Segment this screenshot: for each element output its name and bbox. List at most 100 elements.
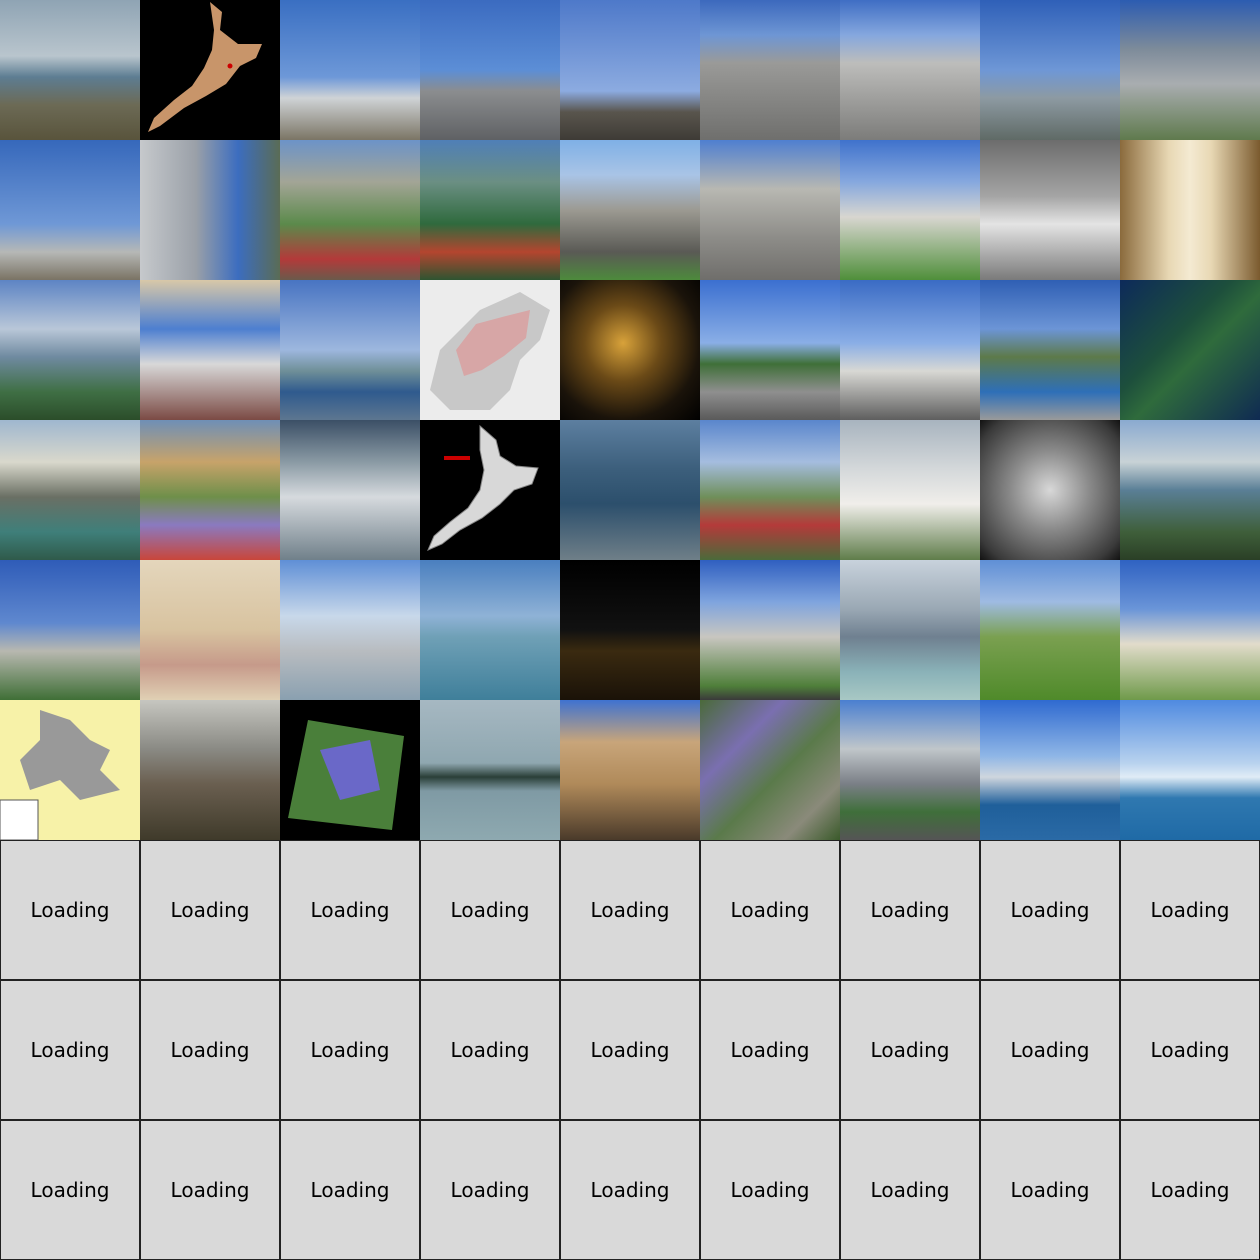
loading-placeholder: Loading [560,1120,700,1260]
photo-tile-parliament-library[interactable] [840,140,980,280]
loading-label: Loading [1010,1038,1090,1062]
photo-tile-oriental-parade[interactable] [840,280,980,420]
photo-tile-cable-car-forest[interactable] [420,140,560,280]
photo-tile-aerial-city-haze[interactable] [840,560,980,700]
photo-tile-harbour-pier[interactable] [280,280,420,420]
loading-label: Loading [590,1038,670,1062]
photo-tile-beehive-front[interactable] [560,140,700,280]
photo-tile-cable-car-park[interactable] [280,140,420,280]
photo-tile-street-sky-balloon[interactable] [280,0,420,140]
photo-tile-nz-map-grey[interactable] [420,420,560,560]
loading-placeholder: Loading [700,1120,840,1260]
photo-tile-beehive-building-2[interactable] [840,0,980,140]
photo-tile-night-lights[interactable] [560,280,700,420]
loading-label: Loading [30,1178,110,1202]
loading-placeholder: Loading [840,1120,980,1260]
loading-placeholder: Loading [0,840,140,980]
photo-tile-cable-car-red[interactable] [700,420,840,560]
loading-label: Loading [310,1178,390,1202]
loading-placeholder: Loading [700,840,840,980]
photo-tile-old-map[interactable] [140,560,280,700]
loading-label: Loading [870,1038,950,1062]
photo-tile-war-memorial-museum[interactable] [1120,560,1260,700]
loading-label: Loading [170,898,250,922]
photo-tile-night-bridge[interactable] [560,560,700,700]
photo-tile-metal-sculptures[interactable] [560,0,700,140]
loading-placeholder: Loading [980,840,1120,980]
photo-tile-parliament-stone[interactable] [700,140,840,280]
loading-label: Loading [170,1178,250,1202]
loading-placeholder: Loading [980,980,1120,1120]
loading-label: Loading [1010,1178,1090,1202]
loading-label: Loading [730,898,810,922]
loading-label: Loading [1150,898,1230,922]
photo-tile-wellington-region-map[interactable] [420,280,560,420]
loading-placeholder: Loading [0,980,140,1120]
photo-tile-bw-railing[interactable] [980,140,1120,280]
photo-tile-hillside-town[interactable] [1120,420,1260,560]
loading-placeholder: Loading [560,840,700,980]
loading-label: Loading [30,1038,110,1062]
photo-tile-clock-tower[interactable] [0,560,140,700]
loading-label: Loading [310,1038,390,1062]
loading-placeholder: Loading [1120,1120,1260,1260]
loading-label: Loading [310,898,390,922]
loading-placeholder: Loading [420,840,560,980]
loading-placeholder: Loading [140,1120,280,1260]
loading-placeholder: Loading [560,980,700,1120]
photo-tile-aerial-forest[interactable] [280,420,420,560]
photo-tile-skyline-distant[interactable] [1120,700,1260,840]
photo-tile-cathedral-interior[interactable] [1120,140,1260,280]
photo-tile-satellite-wellington[interactable] [1120,280,1260,420]
loading-placeholder: Loading [0,1120,140,1260]
photo-tile-aerial-harbour[interactable] [560,420,700,560]
loading-label: Loading [450,1038,530,1062]
loading-label: Loading [170,1038,250,1062]
loading-placeholder: Loading [840,840,980,980]
photo-tile-collage[interactable] [140,420,280,560]
photo-tile-yellow-map[interactable] [0,700,140,840]
photo-tile-civic-theatre[interactable] [560,700,700,840]
photo-tile-oriental-bay[interactable] [980,280,1120,420]
loading-placeholder: Loading [140,840,280,980]
photo-tile-harbour-lookout[interactable] [0,280,140,420]
loading-label: Loading [1010,898,1090,922]
loading-placeholder: Loading [840,980,980,1120]
photo-tile-white-tower-building[interactable] [840,420,980,560]
photo-tile-marina-skytower[interactable] [280,560,420,700]
loading-placeholder: Loading [280,840,420,980]
loading-label: Loading [870,898,950,922]
photo-tile-nz-map-black[interactable] [140,0,280,140]
photo-tile-painted-harbour[interactable] [0,420,140,560]
photo-tile-office-building[interactable] [1120,0,1260,140]
loading-placeholder: Loading [1120,840,1260,980]
loading-label: Loading [590,898,670,922]
loading-placeholder: Loading [420,980,560,1120]
photo-tile-bw-aerial-building[interactable] [980,420,1120,560]
photo-tile-satellite-tilted[interactable] [280,700,420,840]
loading-label: Loading [730,1178,810,1202]
photo-tile-island-cone[interactable] [420,700,560,840]
photo-tile-tower-buildings[interactable] [140,140,280,280]
photo-tile-beehive-building[interactable] [700,0,840,140]
photo-tile-harbour-bridge[interactable] [420,560,560,700]
loading-label: Loading [30,898,110,922]
photo-tile-ornate-building[interactable] [700,560,840,700]
loading-label: Loading [870,1178,950,1202]
photo-tile-skyline-sailboat[interactable] [980,700,1120,840]
photo-tile-green-volcano[interactable] [980,560,1120,700]
photo-tile-city-hills[interactable] [140,700,280,840]
photo-tile-norfolk-pine-street[interactable] [700,280,840,420]
photo-tile-flags-waterfront[interactable] [980,0,1120,140]
photo-tile-satellite-auckland[interactable] [700,700,840,840]
photo-tile-modern-building-street[interactable] [840,700,980,840]
photo-tile-waterfront-canopy[interactable] [140,280,280,420]
loading-placeholder: Loading [700,980,840,1120]
photo-tile-windmills-harbour[interactable] [0,140,140,280]
photo-tile-city-panorama[interactable] [0,0,140,140]
photo-tile-bronze-statue[interactable] [420,0,560,140]
loading-label: Loading [1150,1038,1230,1062]
loading-label: Loading [590,1178,670,1202]
loading-placeholder: Loading [1120,980,1260,1120]
loading-label: Loading [730,1038,810,1062]
